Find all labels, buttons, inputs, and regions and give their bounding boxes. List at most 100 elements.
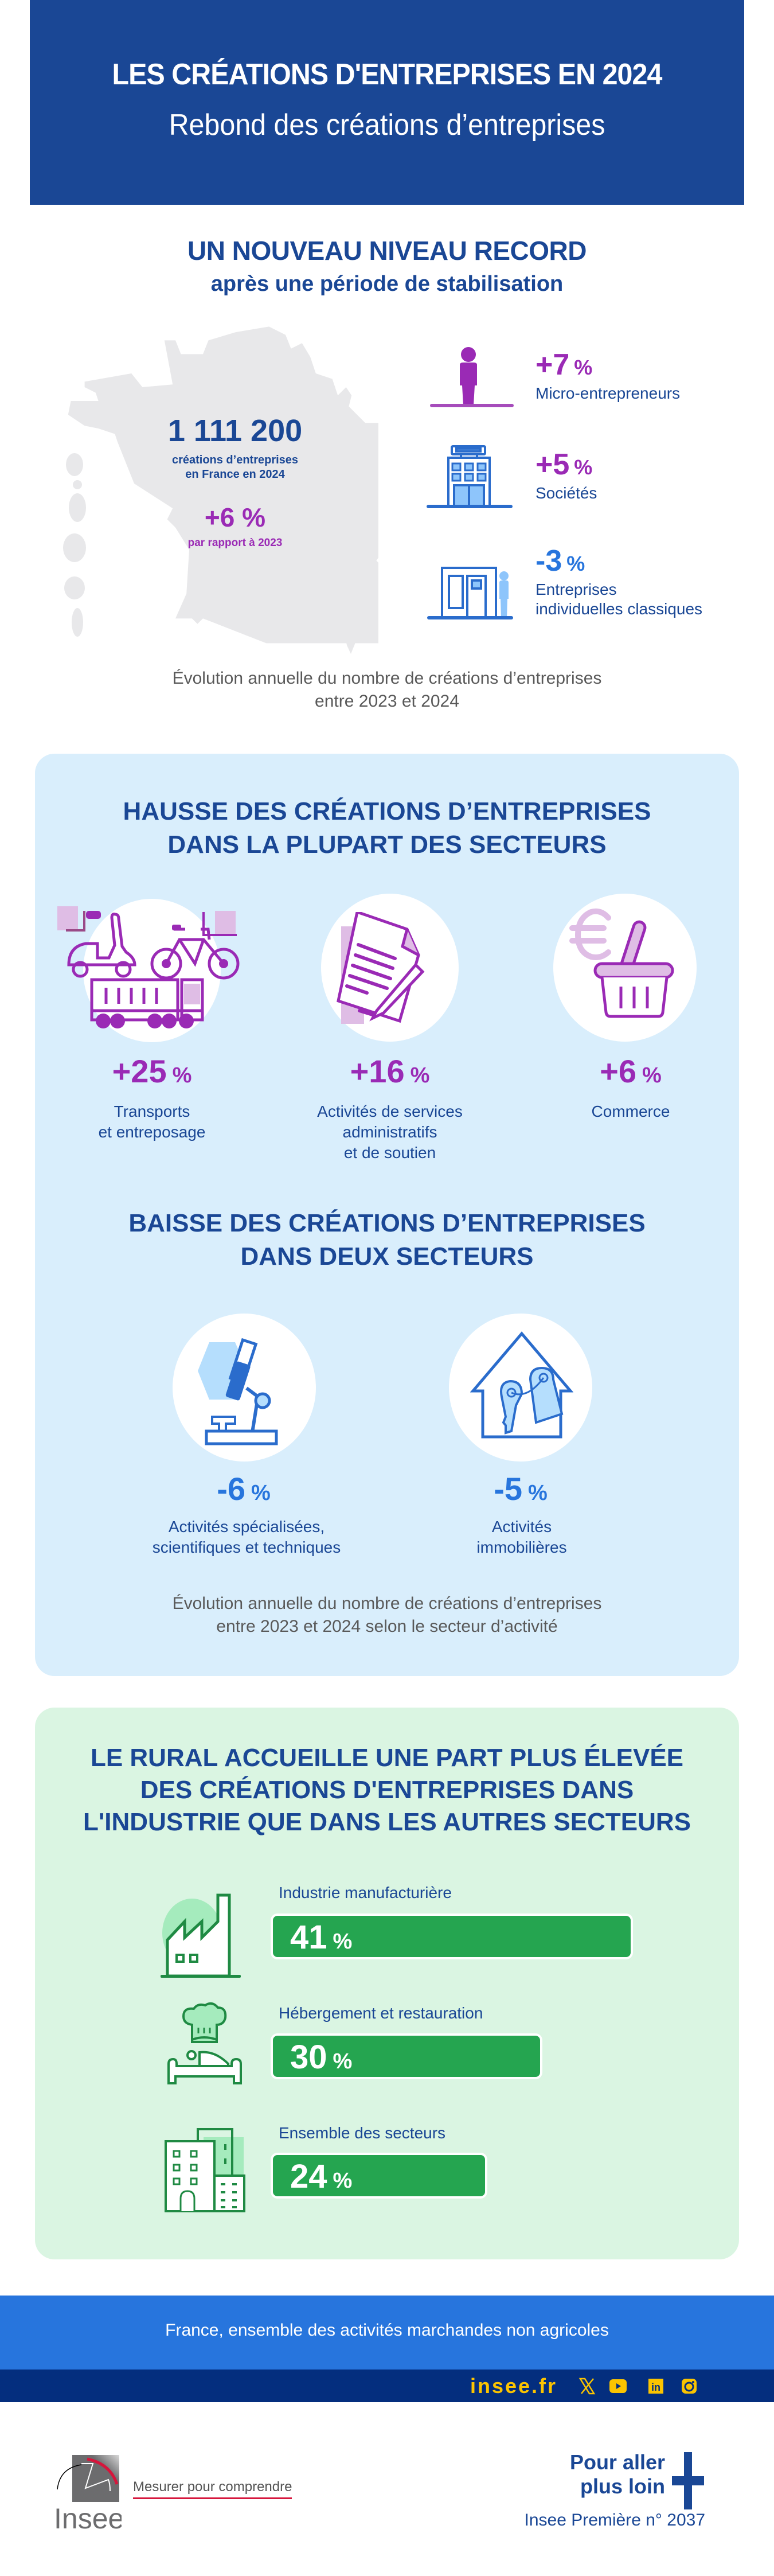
hotel-restaurant-icon <box>167 2002 242 2084</box>
rise-title: HAUSSE DES CRÉATIONS D’ENTREPRISES DANS … <box>0 795 774 862</box>
caption-line2: entre 2023 et 2024 <box>315 692 459 711</box>
rise-title-rest: DES CRÉATIONS D’ENTREPRISES <box>228 797 651 825</box>
x-icon[interactable] <box>578 2377 596 2395</box>
fall-title-line2: DANS DEUX SECTEURS <box>240 1242 534 1271</box>
kpi-unit: % <box>566 552 585 575</box>
bar-label-hospitality: Hébergement et restauration <box>279 2004 483 2022</box>
transport-icon <box>57 906 240 1028</box>
pct-number: -5 <box>494 1471 522 1507</box>
section1-caption: Évolution annuelle du nombre de création… <box>0 667 774 713</box>
pct-number: +6 <box>600 1053 637 1089</box>
pct-unit: % <box>642 1063 662 1088</box>
kpi-label: Micro-entrepreneurs <box>535 384 681 402</box>
caption-line2: entre 2023 et 2024 selon le secteur d’ac… <box>216 1617 558 1636</box>
label-line1: Activités <box>491 1518 552 1536</box>
section2-caption: Évolution annuelle du nombre de création… <box>0 1592 774 1638</box>
more-info-link[interactable]: Pour aller plus loin <box>562 2450 665 2499</box>
kpi-entreprises-individuelles: -3% Entreprises individuelles classiques <box>535 545 753 619</box>
fall-title-rest: DES CRÉATIONS D’ENTREPRISES <box>222 1209 646 1237</box>
total-change-unit: % <box>242 502 266 532</box>
rural-title-line2: DES CRÉATIONS D'ENTREPRISES DANS <box>140 1776 634 1804</box>
house-keys-icon <box>470 1331 573 1439</box>
rise-label-commerce: Commerce <box>545 1101 717 1122</box>
document-pen-icon <box>337 912 425 1024</box>
instagram-icon[interactable] <box>680 2377 698 2395</box>
label-line2: et entreposage <box>98 1123 206 1141</box>
total-change-caption: par rapport à 2023 <box>187 537 283 549</box>
bar-value: 41 <box>290 1919 327 1956</box>
fall-label-real-estate: Activités immobilières <box>436 1517 608 1558</box>
shop-icon <box>427 567 513 619</box>
fall-title-highlight: BAISSE <box>114 1207 226 1244</box>
publication-reference[interactable]: Insee Première n° 2037 <box>524 2511 705 2530</box>
insee-logo-icon: Insee <box>54 2455 122 2532</box>
label-line1: Commerce <box>591 1102 670 1120</box>
label-line2: scientifiques et techniques <box>152 1538 341 1556</box>
shopping-basket-icon <box>569 908 674 1018</box>
rise-label-transports: Transports et entreposage <box>63 1101 241 1143</box>
total-creations-value: 1 111 200 <box>167 414 303 448</box>
fall-title: BAISSE DES CRÉATIONS D’ENTREPRISES DANS … <box>0 1207 774 1273</box>
plus-icon[interactable] <box>671 2446 705 2532</box>
kpi-label-line1: Entreprises <box>535 580 617 598</box>
linkedin-icon[interactable]: in <box>647 2377 665 2395</box>
site-link[interactable]: insee.fr <box>470 2374 558 2398</box>
bar-label-industry: Industrie manufacturière <box>279 1884 452 1901</box>
kpi-value: +7 <box>535 348 570 381</box>
total-caption-line2: en France en 2024 <box>185 468 285 481</box>
pct-number: +25 <box>112 1053 167 1089</box>
total-creations-caption: créations d’entreprises en France en 202… <box>126 453 344 482</box>
kpi-value: -3 <box>535 544 562 578</box>
svg-text:Insee: Insee <box>54 2503 122 2532</box>
fall-value-specialised: -6% <box>172 1472 315 1510</box>
bar-unit: % <box>333 2169 353 2193</box>
bar-unit: % <box>333 2049 353 2074</box>
kpi-label-line2: individuelles classiques <box>535 600 703 618</box>
bar-label-all-sectors: Ensemble des secteurs <box>279 2124 446 2142</box>
rural-title-highlight: LE RURAL <box>77 1742 222 1778</box>
section1-subtitle: après une période de stabilisation <box>210 272 564 296</box>
office-building-icon <box>427 445 513 508</box>
rural-title-line3: L'INDUSTRIE QUE DANS LES AUTRES SECTEURS <box>83 1808 691 1836</box>
rise-title-highlight: HAUSSE <box>108 795 232 832</box>
rise-value-commerce: +6% <box>559 1054 702 1093</box>
bar-unit: % <box>333 1930 353 1954</box>
rise-label-services: Activités de services administratifs et … <box>298 1101 482 1163</box>
fall-value-real-estate: -5% <box>449 1472 592 1510</box>
scope-band: France, ensemble des activités marchande… <box>0 2296 774 2370</box>
rural-title-rest: ACCUEILLE UNE PART PLUS ÉLEVÉE <box>218 1744 684 1772</box>
section1-title: UN NOUVEAU NIVEAU RECORD <box>0 235 774 270</box>
bar-all-sectors: 24% <box>271 2153 487 2199</box>
factory-icon <box>161 1893 241 1978</box>
total-caption-line1: créations d’entreprises <box>171 454 299 466</box>
section1-title-highlight: NIVEAU RECORD <box>365 236 591 270</box>
pct-unit: % <box>172 1063 192 1088</box>
caption-line1: Évolution annuelle du nombre de création… <box>172 669 602 688</box>
caption-line1: Évolution annuelle du nombre de création… <box>172 1594 602 1613</box>
city-buildings-icon <box>165 2128 245 2212</box>
label-line1: Transports <box>114 1102 190 1120</box>
bar-industry: 41% <box>271 1914 633 1959</box>
fall-label-specialised: Activités spécialisées, scientifiques et… <box>132 1517 361 1558</box>
bar-value: 24 <box>290 2158 327 2195</box>
youtube-icon[interactable] <box>609 2377 627 2395</box>
pct-number: +16 <box>350 1053 405 1089</box>
rise-title-line2: DANS LA PLUPART DES SECTEURS <box>167 831 607 859</box>
total-change-number: +6 <box>204 502 235 532</box>
label-line2: administratifs <box>342 1123 437 1141</box>
pct-unit: % <box>410 1063 430 1088</box>
label-line2: immobilières <box>476 1538 567 1556</box>
pct-unit: % <box>251 1481 271 1505</box>
france-map-icon <box>63 326 378 654</box>
label-line1: Activités spécialisées, <box>168 1518 325 1536</box>
person-icon <box>430 347 514 407</box>
page-subtitle: Rebond des créations d’entreprises <box>169 108 605 142</box>
rise-value-transports: +25% <box>80 1054 224 1093</box>
bar-hospitality: 30% <box>271 2033 542 2079</box>
microscope-icon <box>198 1338 278 1445</box>
section1-title-plain: UN NOUVEAU <box>187 236 369 266</box>
label-line1: Activités de services <box>317 1102 463 1120</box>
bar-value: 30 <box>290 2039 327 2076</box>
kpi-value: +5 <box>535 448 570 481</box>
rural-title: LE RURAL ACCUEILLE UNE PART PLUS ÉLEVÉE … <box>0 1742 774 1838</box>
